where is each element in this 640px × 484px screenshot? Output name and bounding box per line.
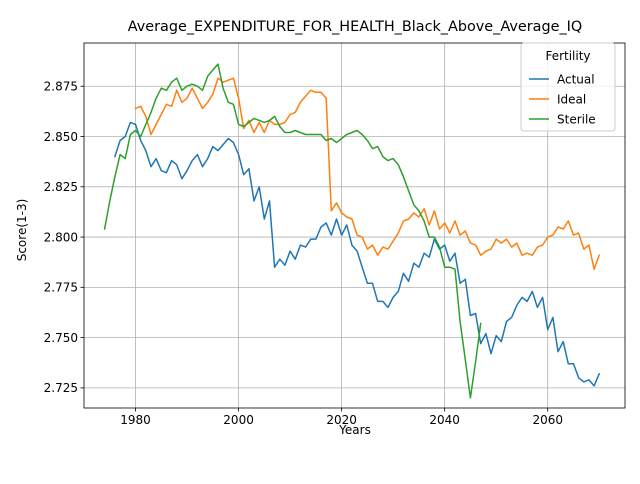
y-tick-label: 2.825 bbox=[44, 180, 78, 194]
x-tick-label: 2000 bbox=[223, 413, 254, 427]
x-tick-label: 2020 bbox=[326, 413, 357, 427]
x-tick-label: 1980 bbox=[120, 413, 151, 427]
legend-title: Fertility bbox=[545, 49, 590, 63]
legend-label-actual: Actual bbox=[557, 72, 595, 86]
legend-items: Actual Ideal Sterile bbox=[529, 72, 596, 126]
legend: Fertility Actual Ideal Sterile bbox=[520, 42, 616, 132]
y-tick-label: 2.850 bbox=[44, 130, 78, 144]
legend-label-sterile: Sterile bbox=[557, 112, 596, 126]
x-tick-label: 2060 bbox=[532, 413, 563, 427]
series-lines bbox=[103, 63, 601, 399]
x-tick-label: 2040 bbox=[429, 413, 460, 427]
y-tick-label: 2.775 bbox=[44, 281, 78, 295]
y-tick-label: 2.750 bbox=[44, 331, 78, 345]
y-tick-label: 2.875 bbox=[44, 80, 78, 94]
x-axis-ticks: 1980 2000 2020 2040 2060 bbox=[120, 408, 563, 427]
y-axis-label: Score(1-3) bbox=[15, 199, 29, 262]
legend-label-ideal: Ideal bbox=[557, 92, 586, 106]
chart-title: Average_EXPENDITURE_FOR_HEALTH_Black_Abo… bbox=[128, 19, 582, 35]
plot-frame bbox=[83, 42, 626, 409]
y-axis-ticks: 2.725 2.750 2.775 2.800 2.825 2.850 2.875 bbox=[44, 80, 84, 395]
legend-box bbox=[520, 42, 616, 132]
series-line-sterile bbox=[103, 63, 482, 399]
grid bbox=[84, 43, 625, 408]
x-axis-label: Years bbox=[338, 423, 371, 437]
y-tick-label: 2.800 bbox=[44, 230, 78, 244]
series-line-actual bbox=[113, 121, 601, 387]
y-tick-label: 2.725 bbox=[44, 381, 78, 395]
series-line-ideal bbox=[134, 77, 601, 270]
